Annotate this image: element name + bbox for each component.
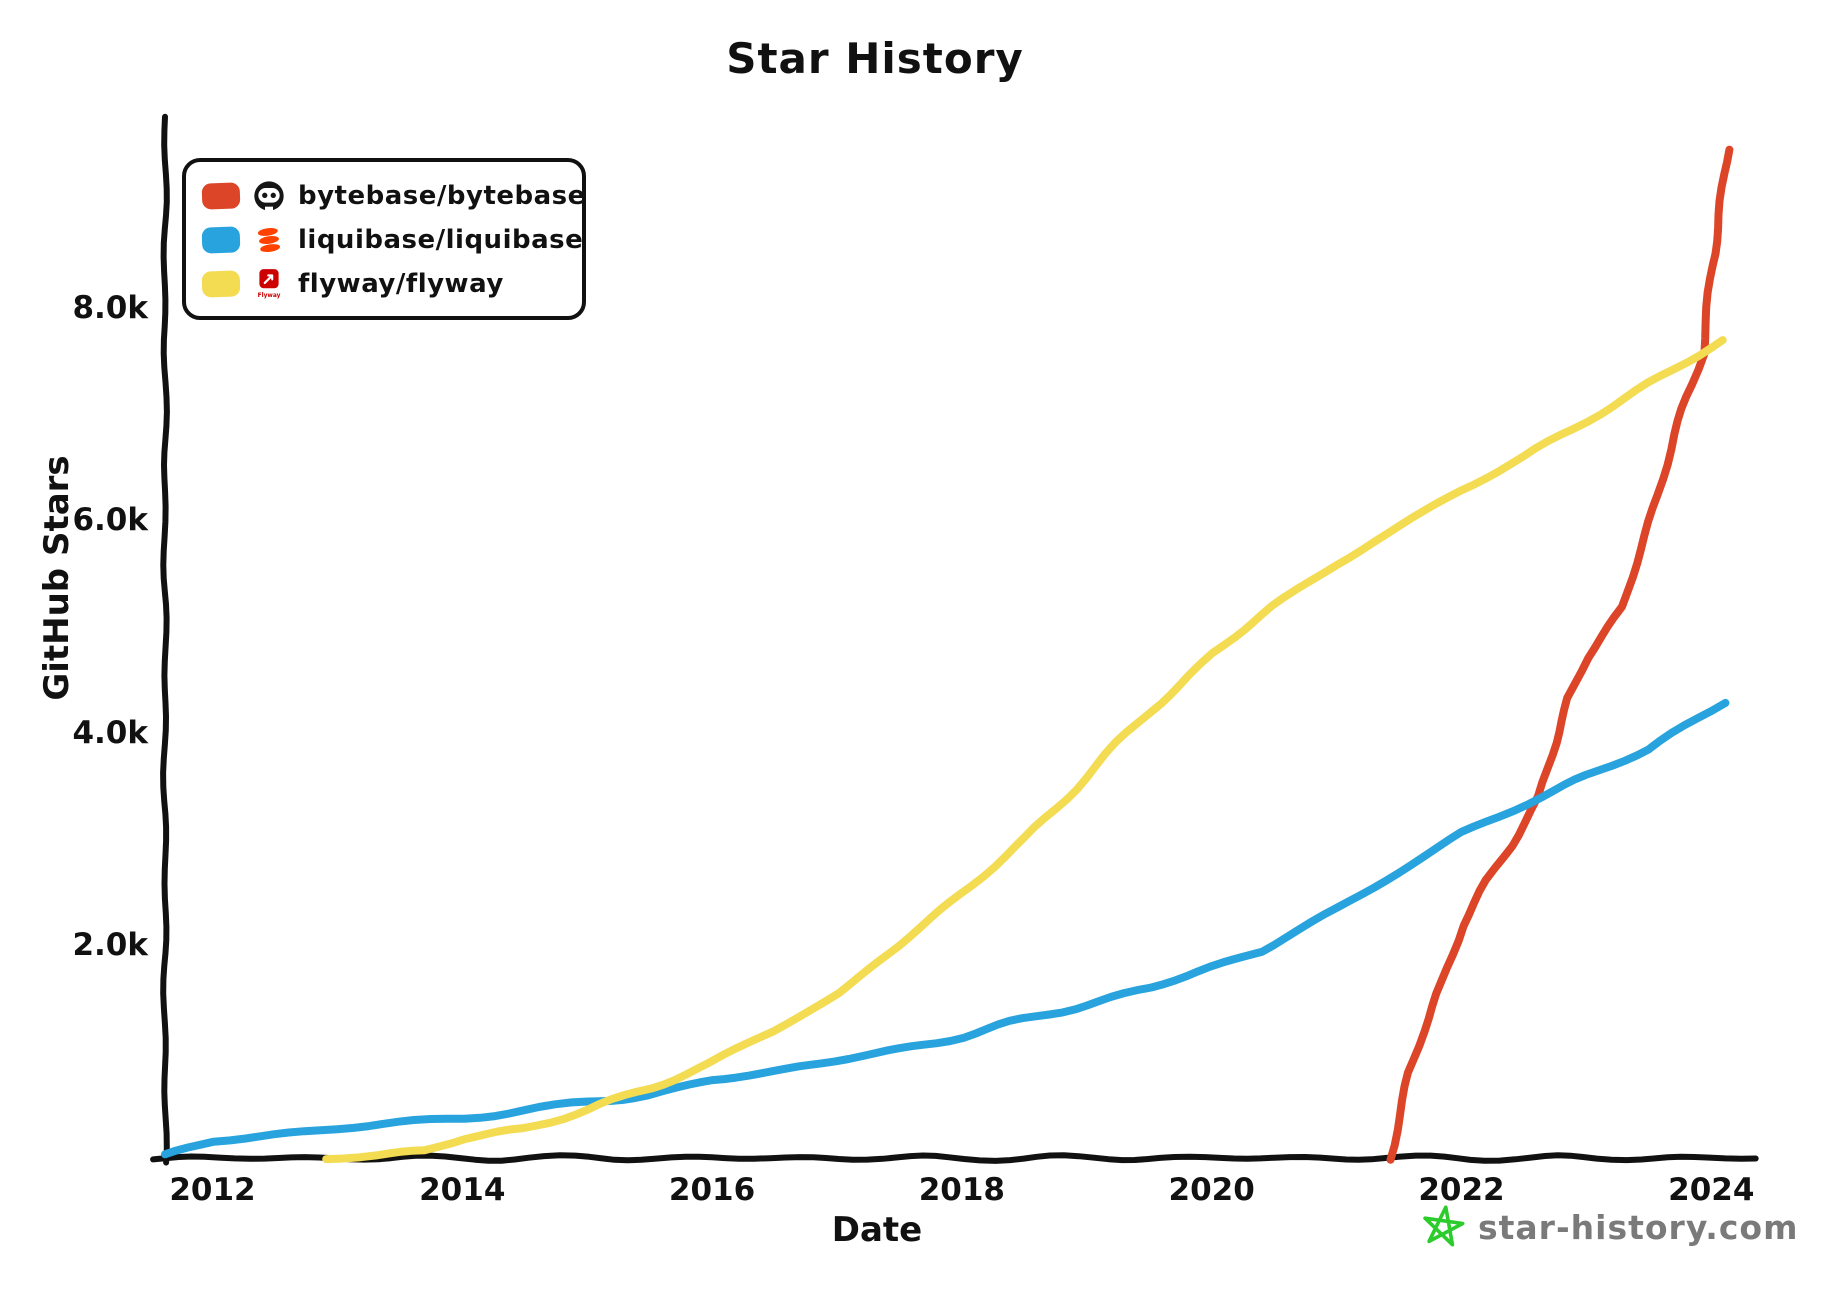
- series-line-liquibase: [161, 698, 1730, 1159]
- y-axis-line: [160, 113, 170, 1166]
- watermark-text: star-history.com: [1478, 1207, 1799, 1247]
- flyway-color-swatch: [201, 270, 241, 298]
- x-tick-label: 2022: [1418, 1172, 1505, 1208]
- series-line-bytebase: [1386, 145, 1734, 1164]
- legend-item-liquibase: liquibase/liquibase: [201, 218, 583, 262]
- x-tick-label: 2014: [419, 1172, 506, 1208]
- bytebase-logo: [252, 180, 286, 212]
- x-tick-label: 2020: [1168, 1172, 1255, 1208]
- y-tick-label: 2.0k: [72, 926, 148, 963]
- flyway-logo: Flyway: [252, 268, 286, 300]
- watermark: star-history.com: [1420, 1204, 1798, 1250]
- legend-label: liquibase/liquibase: [298, 225, 584, 255]
- legend-item-bytebase: bytebase/bytebase: [201, 174, 585, 218]
- x-tick-label: 2016: [668, 1172, 756, 1208]
- x-tick-label: 2012: [169, 1172, 256, 1208]
- y-axis-title: GitHub Stars: [37, 455, 77, 701]
- x-tick-label: 2024: [1668, 1172, 1755, 1208]
- series-line-flyway: [322, 336, 1727, 1164]
- y-tick-label: 4.0k: [72, 714, 148, 751]
- liquibase-color-swatch: [201, 226, 241, 254]
- liquibase-logo: [252, 225, 286, 255]
- bytebase-color-swatch: [201, 182, 241, 210]
- x-tick-label: 2018: [918, 1172, 1005, 1208]
- y-tick-label: 8.0k: [72, 290, 148, 327]
- svg-text:Flyway: Flyway: [258, 293, 281, 299]
- star-icon: [1423, 1205, 1465, 1247]
- legend: bytebase/bytebase liquibase/liquibase: [182, 158, 586, 320]
- legend-label: bytebase/bytebase: [298, 181, 586, 211]
- x-axis-line: [150, 1152, 1759, 1164]
- page-title: Star History: [726, 34, 1024, 83]
- y-tick-label: 6.0k: [72, 502, 148, 539]
- legend-item-flyway: Flyway flyway/flyway: [201, 262, 572, 306]
- legend-label: flyway/flyway: [298, 269, 504, 299]
- x-axis-title: Date: [831, 1210, 923, 1250]
